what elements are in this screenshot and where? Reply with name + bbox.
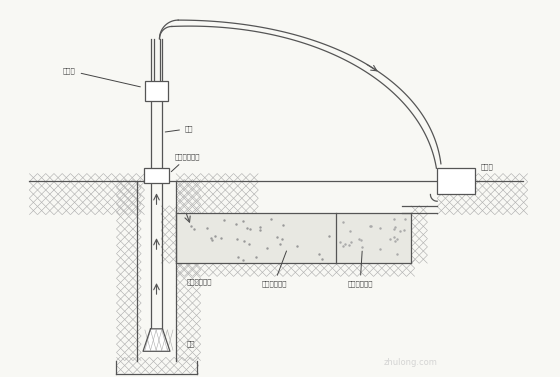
FancyBboxPatch shape xyxy=(145,81,168,101)
Text: 泥浆泵: 泥浆泵 xyxy=(480,164,493,170)
Text: 钒头: 钒头 xyxy=(186,340,195,347)
Bar xyxy=(176,213,411,264)
Text: zhulong.com: zhulong.com xyxy=(384,358,438,367)
Text: 水龙头: 水龙头 xyxy=(63,67,141,87)
FancyBboxPatch shape xyxy=(144,167,169,183)
FancyBboxPatch shape xyxy=(437,167,474,195)
Text: 泥浆池及泥浆: 泥浆池及泥浆 xyxy=(347,251,373,287)
Text: 钒杆: 钒杆 xyxy=(165,125,193,132)
Text: 沉淤池及沉渣: 沉淤池及沉渣 xyxy=(262,251,287,287)
Text: 钒机压钒装置: 钒机压钒装置 xyxy=(171,153,200,172)
Text: 泥浆循环方向: 泥浆循环方向 xyxy=(186,279,212,285)
Polygon shape xyxy=(143,329,170,351)
